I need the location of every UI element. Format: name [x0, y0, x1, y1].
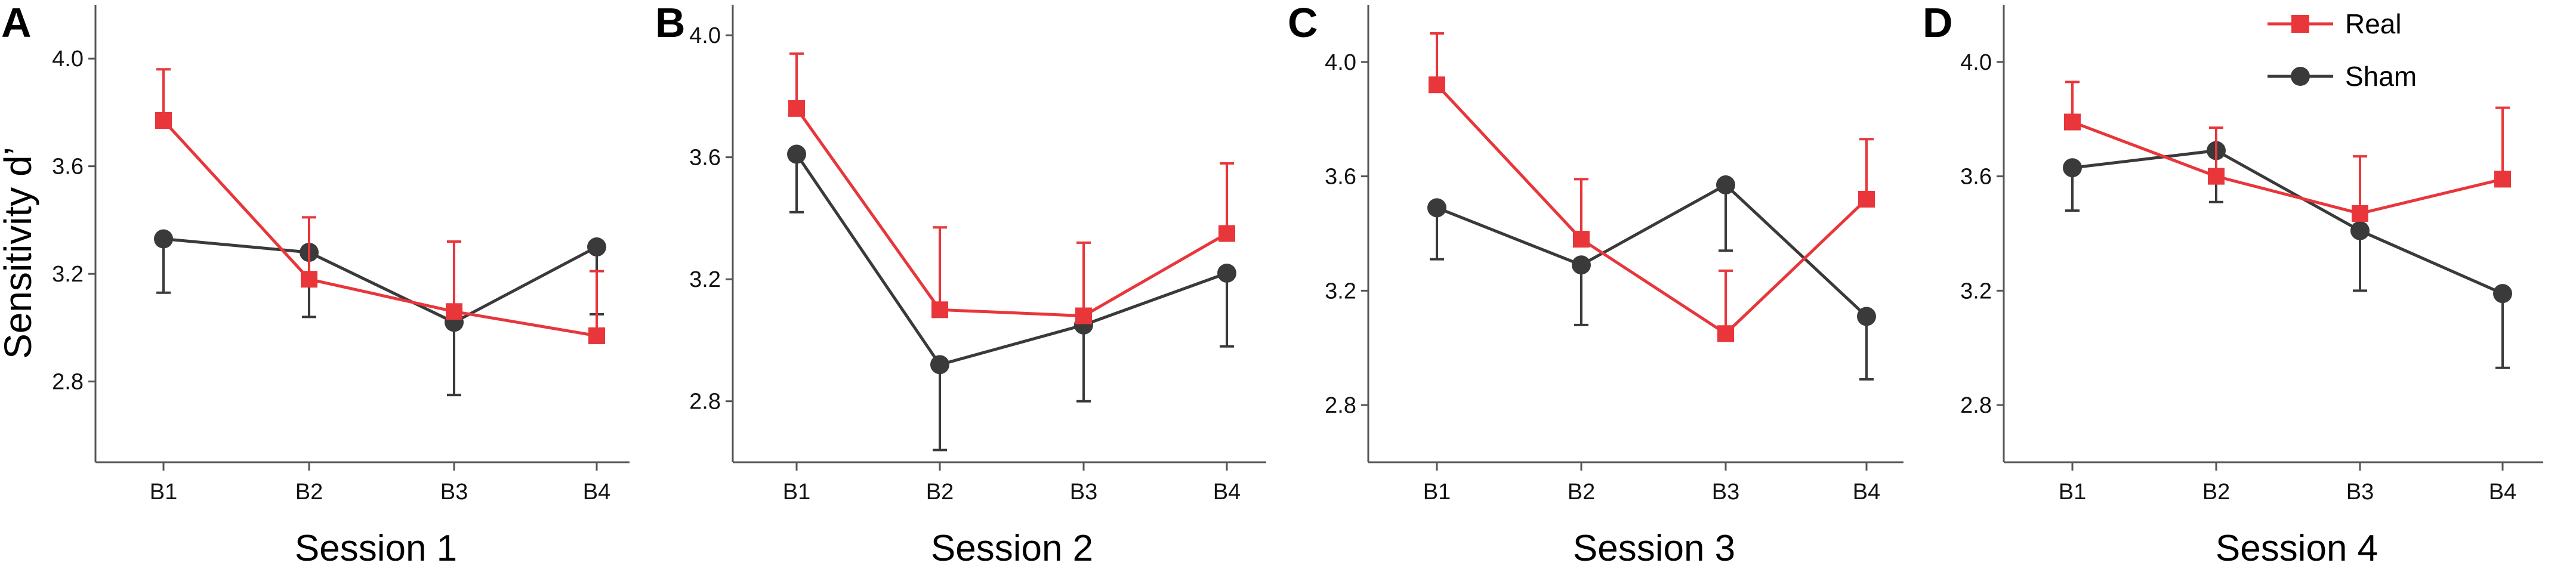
x-tick-label: B2: [2202, 480, 2230, 505]
legend-sham-marker: [2291, 67, 2310, 86]
real-point: [588, 327, 605, 344]
panel-session-3: C 2.8 3.2 3.6 4.0 B1 B2 B3 B4 Session 3: [1288, 0, 1904, 569]
sham-point: [587, 237, 606, 257]
panel-session-2: B 2.8 3.2 3.6 4.0 B1 B2 B3 B4 Session 2: [655, 0, 1266, 569]
y-tick-label: 4.0: [689, 23, 721, 48]
x-axis-title-session-4: Session 4: [2216, 528, 2378, 569]
y-tick-label: 3.6: [1960, 165, 1992, 190]
x-tick-label: B4: [1213, 480, 1241, 505]
real-point: [2352, 205, 2368, 222]
x-axis-title-session-2: Session 2: [931, 528, 1093, 569]
x-tick-label: B3: [440, 480, 468, 505]
panel-session-4: D 2.8 3.2 3.6 4.0 B1 B2 B3 B4 Session 4: [1923, 0, 2543, 569]
panel-label-a: A: [1, 0, 32, 46]
sham-series-line: [2072, 149, 2504, 295]
y-tick-label: 3.6: [1325, 165, 1356, 190]
y-axis-label: Sensitivity d’: [0, 147, 39, 359]
x-tick-label: B1: [1423, 480, 1451, 505]
real-point: [1717, 325, 1734, 342]
real-point: [788, 100, 805, 117]
sham-series-line: [795, 153, 1227, 367]
panel-label-b: B: [655, 0, 686, 46]
real-series-line: [162, 119, 597, 338]
sham-point: [1572, 255, 1591, 275]
y-tick-label: 2.8: [689, 389, 721, 415]
sham-point: [1427, 198, 1446, 218]
x-tick-label: B4: [1853, 480, 1880, 505]
sham-point: [1217, 263, 1236, 283]
legend: Real Sham: [2268, 8, 2417, 92]
x-tick-label: B4: [583, 480, 610, 505]
x-tick-label: B1: [783, 480, 810, 505]
y-tick-label: 4.0: [1325, 50, 1356, 75]
x-tick-label: B2: [926, 480, 954, 505]
y-tick-label: 2.8: [1960, 393, 1992, 418]
real-point: [155, 112, 172, 129]
real-series-line: [1436, 84, 1868, 336]
real-point: [2494, 171, 2511, 188]
y-tick-label: 4.0: [52, 47, 84, 72]
sham-point: [2493, 284, 2512, 304]
panel-label-d: D: [1923, 0, 1953, 46]
x-tick-label: B2: [1568, 480, 1595, 505]
legend-real-marker: [2291, 15, 2309, 33]
legend-real-label: Real: [2345, 8, 2402, 39]
real-point: [1429, 76, 1445, 94]
y-tick-label: 3.6: [52, 154, 84, 180]
real-point: [1218, 225, 1235, 242]
x-tick-label: B3: [2346, 480, 2374, 505]
x-tick-label: B3: [1070, 480, 1097, 505]
x-tick-label: B3: [1712, 480, 1739, 505]
sham-point: [2063, 158, 2082, 178]
sham-series-line: [1436, 183, 1868, 318]
y-tick-label: 3.2: [1960, 279, 1992, 304]
x-axis-title-session-3: Session 3: [1573, 528, 1735, 569]
legend-sham-label: Sham: [2345, 61, 2417, 92]
y-tick-label: 2.8: [1325, 393, 1356, 418]
x-axis-title-session-1: Session 1: [295, 528, 457, 569]
panel-session-1: A 2.8 3.2 3.6 4.0 B1 B2 B3 B4 Session 1: [1, 0, 630, 569]
sham-point: [154, 229, 173, 249]
real-point: [931, 301, 948, 318]
x-tick-label: B1: [2059, 480, 2086, 505]
y-tick-label: 3.6: [689, 146, 721, 171]
y-tick-label: 4.0: [1960, 50, 1992, 75]
sham-point: [2350, 221, 2370, 240]
real-series-line: [795, 107, 1228, 318]
real-point: [1858, 190, 1875, 208]
y-tick-label: 2.8: [52, 370, 84, 395]
y-tick-label: 3.2: [689, 267, 721, 292]
real-point: [301, 271, 317, 288]
x-tick-label: B2: [295, 480, 323, 505]
real-point: [1075, 307, 1092, 324]
sham-point: [1857, 307, 1876, 326]
sham-point: [787, 144, 806, 164]
real-point: [1573, 231, 1590, 248]
real-point: [2064, 113, 2081, 131]
real-series-line: [2072, 120, 2503, 215]
y-tick-label: 3.2: [1325, 279, 1356, 304]
x-tick-label: B1: [150, 480, 177, 505]
real-point: [2208, 168, 2225, 185]
sham-series-line: [163, 237, 598, 324]
real-point: [446, 303, 462, 320]
panel-label-c: C: [1288, 0, 1318, 46]
y-tick-label: 3.2: [52, 262, 84, 287]
sham-point: [1716, 175, 1735, 195]
x-tick-label: B4: [2489, 480, 2516, 505]
sham-point: [930, 355, 949, 375]
